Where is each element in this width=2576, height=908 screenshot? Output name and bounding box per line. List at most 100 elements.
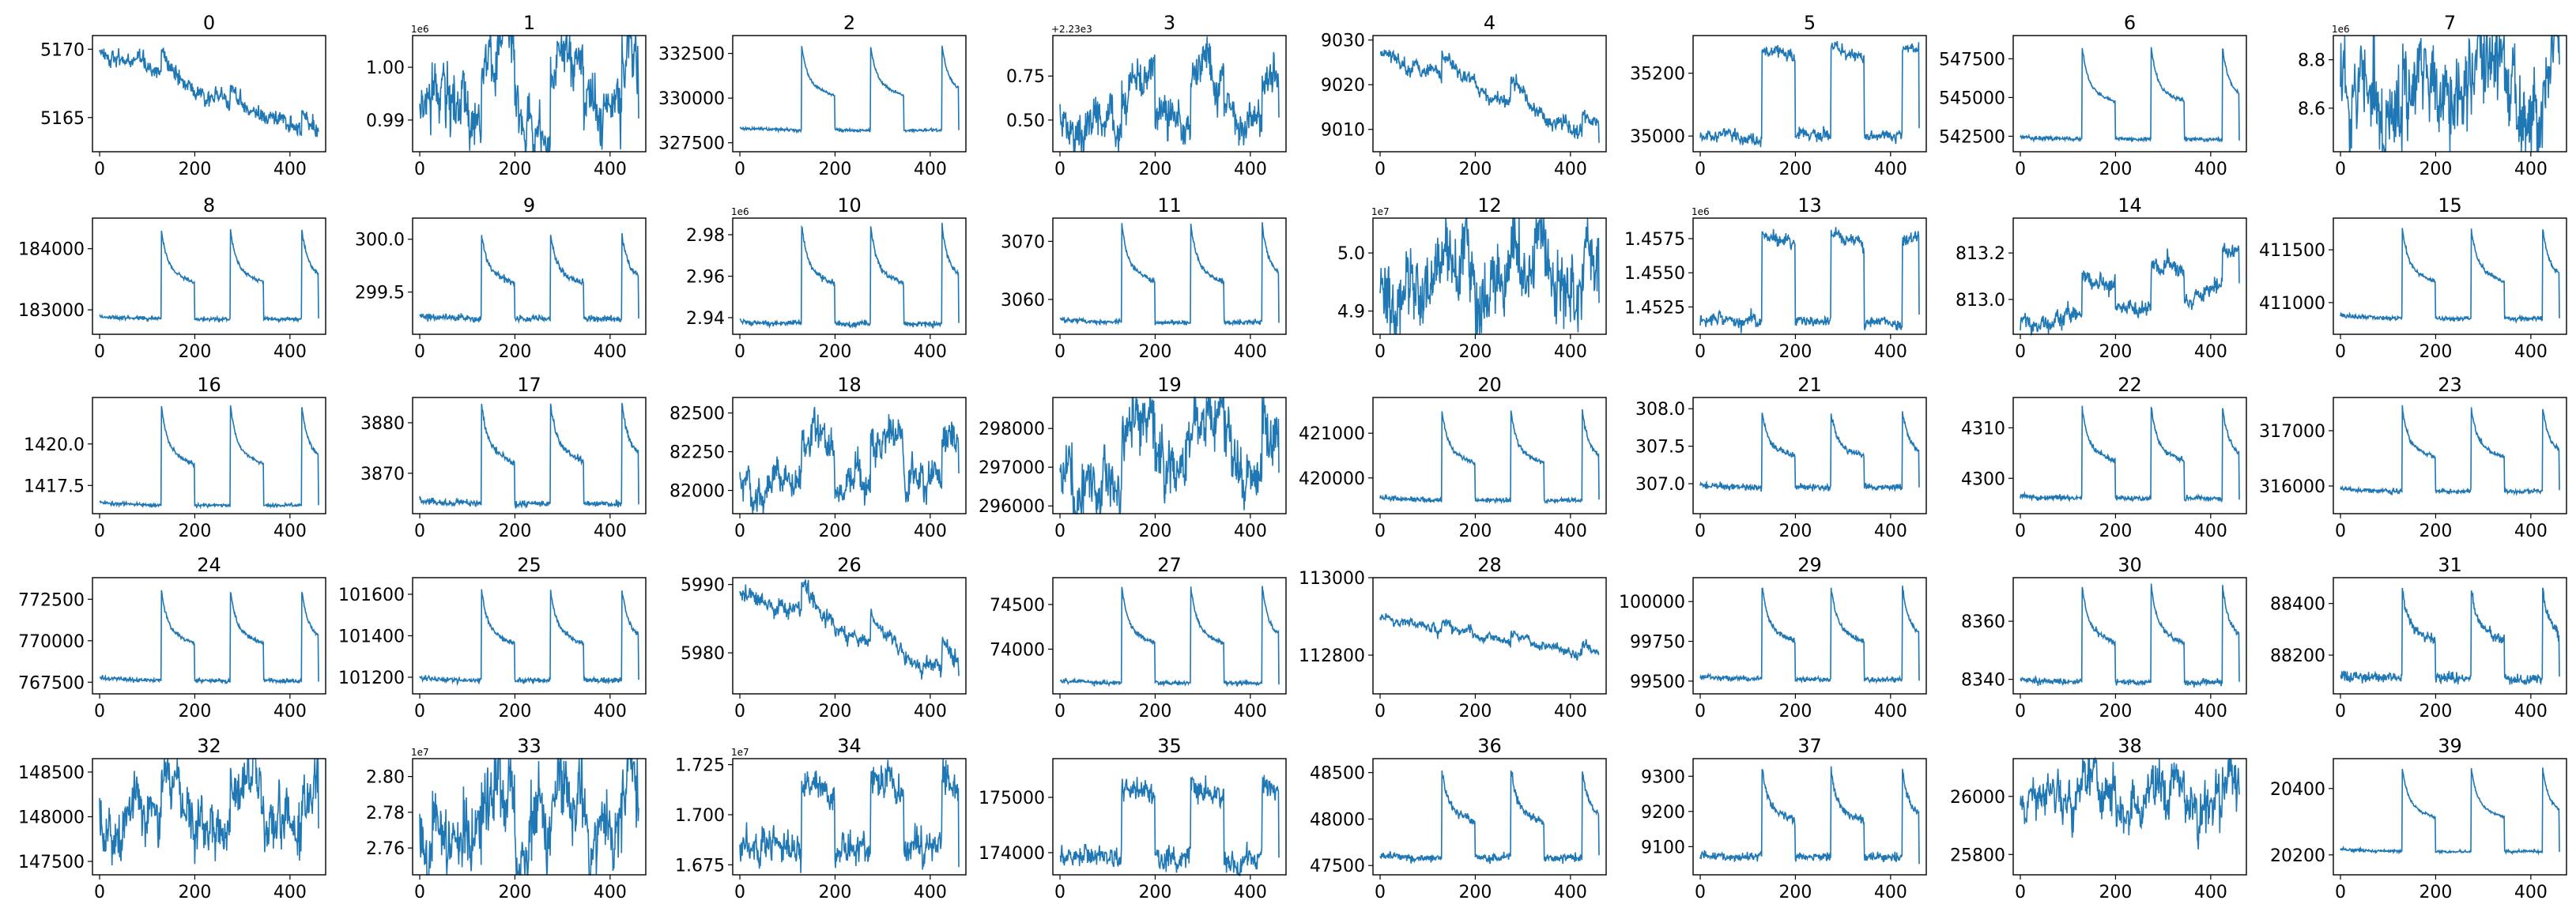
panel-title: 28 <box>1477 554 1502 576</box>
y-tick-label: 317000 <box>2259 422 2325 442</box>
x-tick-label: 400 <box>1554 160 1587 179</box>
panel-38: 38 0 200 400 25800 26000 <box>1950 735 2247 902</box>
data-line <box>2020 47 2240 143</box>
panel-22: 22 0 200 400 4300 4310 <box>1961 374 2247 541</box>
y-tick-label: 20200 <box>2270 846 2325 866</box>
x-tick-label: 400 <box>1234 702 1267 722</box>
y-tick-label: 8.6 <box>2298 100 2325 119</box>
data-line <box>1059 222 1280 327</box>
data-line <box>2020 583 2240 688</box>
axes-frame <box>732 35 967 153</box>
panel-10: 10 0 200 400 2.94 2.96 2.98 1e6 <box>686 194 967 362</box>
x-tick-label: 400 <box>1874 883 1907 902</box>
y-tick-label: 420000 <box>1299 469 1365 489</box>
panel-title: 14 <box>2118 194 2142 217</box>
data-line <box>1059 774 1280 877</box>
y-tick-label: 297000 <box>979 458 1045 478</box>
x-tick-label: 400 <box>594 160 627 179</box>
data-line <box>2020 243 2240 337</box>
data-line <box>1059 36 1280 153</box>
x-tick-label: 400 <box>2194 522 2227 541</box>
y-tick-label: 113000 <box>1299 569 1365 589</box>
panel-15: 15 0 200 400 411000 411500 <box>2259 194 2567 362</box>
y-tick-label: 332500 <box>658 45 725 65</box>
panel-title: 39 <box>2438 735 2462 757</box>
axes-frame <box>1052 758 1287 876</box>
x-tick-label: 200 <box>498 702 531 722</box>
x-tick-label: 400 <box>594 702 627 722</box>
axes-frame <box>1052 35 1287 153</box>
panel-9: 9 0 200 400 299.5 300.0 <box>355 194 647 362</box>
data-line <box>1699 227 1920 333</box>
y-tick-label: 82000 <box>669 482 725 502</box>
axes-frame <box>732 217 967 335</box>
axes-frame <box>2012 35 2247 153</box>
panel-5: 5 0 200 400 35000 35200 <box>1630 12 1927 179</box>
x-tick-label: 0 <box>2015 522 2026 541</box>
data-line <box>419 35 639 153</box>
panel-title: 36 <box>1477 735 1502 757</box>
axes-frame <box>412 758 647 876</box>
panel-title: 33 <box>517 735 541 757</box>
y-tick-label: 101200 <box>338 669 405 688</box>
axes-frame <box>1692 217 1927 335</box>
x-tick-label: 200 <box>178 160 211 179</box>
y-tick-label: 296000 <box>979 497 1045 517</box>
x-tick-label: 400 <box>1874 522 1907 541</box>
data-line <box>419 233 639 324</box>
x-tick-label: 0 <box>1695 702 1706 722</box>
panel-title: 35 <box>1157 735 1182 757</box>
panel-33: 33 0 200 400 2.76 2.78 2.80 1e7 <box>366 735 647 902</box>
panel-13: 13 0 200 400 1.4525 1.4550 1.4575 1e6 <box>1624 194 1927 362</box>
x-tick-label: 400 <box>914 522 947 541</box>
panel-title: 5 <box>1804 12 1816 34</box>
x-tick-label: 200 <box>2099 702 2132 722</box>
x-tick-label: 0 <box>2015 702 2026 722</box>
panel-4: 4 0 200 400 9010 9020 9030 <box>1321 12 1607 179</box>
x-tick-label: 400 <box>1554 702 1587 722</box>
panel-title: 1 <box>523 12 535 34</box>
x-tick-label: 400 <box>2194 702 2227 722</box>
y-tick-label: 8360 <box>1961 612 2005 632</box>
panel-2: 2 0 200 400 327500 330000 332500 <box>658 12 967 179</box>
panel-title: 32 <box>197 735 221 757</box>
axes-frame <box>412 35 647 153</box>
x-tick-label: 200 <box>1458 522 1492 541</box>
y-tick-label: 2.96 <box>686 268 725 288</box>
y-tick-label: 26000 <box>1950 788 2005 808</box>
panel-17: 17 0 200 400 3870 3880 <box>360 374 647 541</box>
axes-frame <box>2012 397 2247 514</box>
panel-title: 3 <box>1164 12 1175 34</box>
panel-18: 18 0 200 400 82000 82250 82500 <box>669 374 967 541</box>
x-tick-label: 200 <box>2099 522 2132 541</box>
axes-frame <box>2333 758 2567 876</box>
y-tick-label: 82250 <box>669 443 725 463</box>
y-tick-label: 2.78 <box>366 804 405 823</box>
panel-24: 24 0 200 400 767500 770000 772500 <box>18 554 326 722</box>
x-tick-label: 0 <box>734 883 745 902</box>
y-tick-label: 0.50 <box>1006 111 1045 131</box>
y-tick-label: 88200 <box>2270 646 2325 666</box>
y-tick-label: 316000 <box>2259 477 2325 497</box>
panel-title: 23 <box>2438 374 2462 396</box>
y-tick-label: 2.76 <box>366 839 405 859</box>
y-tick-label: 9030 <box>1321 32 1365 51</box>
x-tick-label: 200 <box>178 702 211 722</box>
x-tick-label: 200 <box>2419 342 2452 362</box>
y-tick-label: 88400 <box>2270 595 2325 615</box>
panel-3: 3 0 200 400 0.50 0.75 +2.23e3 <box>1006 12 1287 179</box>
x-tick-label: 200 <box>1138 160 1171 179</box>
panel-title: 15 <box>2438 194 2462 217</box>
x-tick-label: 400 <box>273 883 307 902</box>
data-line <box>2020 405 2240 503</box>
x-tick-label: 0 <box>94 702 105 722</box>
x-tick-label: 200 <box>498 160 531 179</box>
panel-title: 30 <box>2118 554 2142 576</box>
y-tick-label: 4.9 <box>1337 303 1365 322</box>
y-tick-label: 175000 <box>979 789 1045 808</box>
data-line <box>1379 49 1600 143</box>
panel-19: 19 0 200 400 296000 297000 298000 <box>979 374 1287 541</box>
y-tick-label: 9020 <box>1321 76 1365 96</box>
x-tick-label: 200 <box>2099 342 2132 362</box>
data-line <box>739 579 960 680</box>
